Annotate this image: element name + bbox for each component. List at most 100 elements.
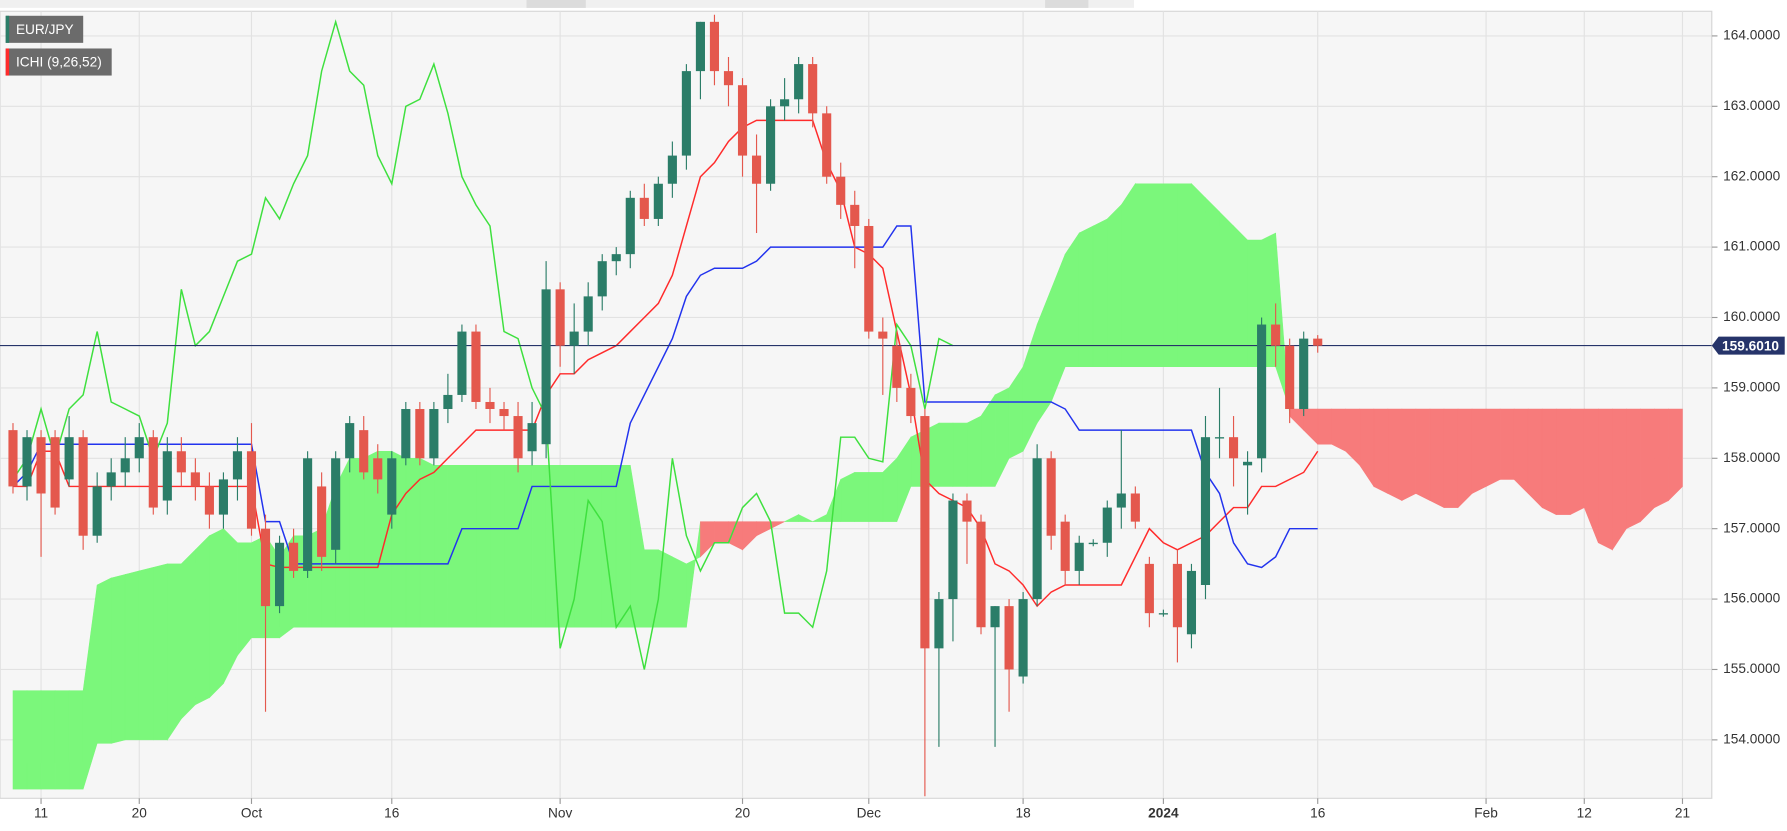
candle-body: [134, 437, 144, 459]
candle-body: [485, 401, 495, 410]
candle-body: [443, 394, 453, 410]
candle-body: [1271, 324, 1281, 346]
cloud-segment: [952, 422, 968, 487]
candle-body: [962, 500, 972, 522]
cloud-segment: [868, 472, 884, 522]
cloud-segment: [1317, 408, 1333, 445]
cloud-segment: [167, 563, 182, 741]
last-price-tag: [1711, 336, 1785, 355]
cloud-segment: [1668, 408, 1683, 502]
x-tick-label: 18: [1016, 806, 1031, 821]
candle-body: [331, 458, 341, 550]
x-tick-label: 12: [1577, 806, 1592, 821]
candle-body: [892, 345, 902, 388]
cloud-segment: [1163, 183, 1178, 368]
cloud-segment: [405, 458, 421, 628]
x-tick-label: Nov: [548, 806, 573, 821]
candle-body: [106, 472, 116, 487]
candle-body: [794, 64, 804, 100]
x-tick-label: 11: [34, 806, 48, 821]
tab-active[interactable]: [1045, 0, 1089, 8]
cloud-segment: [1499, 408, 1515, 480]
y-tick-label: 161.0000: [1723, 239, 1780, 254]
cloud-segment: [1373, 408, 1389, 494]
candle-body: [471, 331, 481, 402]
candle-body: [50, 437, 60, 508]
cloud-segment: [209, 528, 224, 699]
candle-body: [359, 430, 369, 473]
cloud-segment: [1541, 408, 1557, 516]
y-tick-label: 158.0000: [1723, 450, 1780, 465]
cloud-segment: [1485, 408, 1501, 487]
candle-body: [1285, 345, 1295, 410]
cloud-segment: [1121, 182, 1136, 368]
candle-body: [597, 261, 607, 297]
candle-body: [513, 416, 523, 459]
cloud-segment: [587, 465, 603, 628]
y-tick-label: 155.0000: [1723, 661, 1780, 676]
candle-body: [948, 500, 958, 600]
x-tick-label: 21: [1675, 806, 1690, 821]
cloud-segment: [1640, 408, 1655, 523]
candle-body: [864, 225, 874, 332]
candle-body: [1200, 437, 1211, 586]
candle-body: [1102, 507, 1112, 543]
candle-body: [1144, 563, 1154, 614]
candle-body: [934, 599, 944, 649]
cloud-segment: [1598, 408, 1613, 551]
cloud-segment: [489, 465, 505, 628]
candle-body: [1313, 338, 1323, 346]
tab-active[interactable]: [526, 0, 586, 8]
cloud-segment: [1429, 408, 1445, 509]
candle-body: [345, 423, 355, 459]
cloud-segment: [798, 514, 813, 522]
cloud-segment: [1569, 408, 1585, 516]
candle-body: [1018, 599, 1028, 677]
x-tick-label: 20: [132, 806, 148, 821]
x-tick-label: 20: [735, 806, 751, 821]
cloud-segment: [1555, 408, 1571, 515]
candle-body: [317, 486, 327, 557]
candle-body: [246, 451, 257, 529]
y-tick-label: 162.0000: [1723, 168, 1780, 183]
cloud-segment: [1443, 408, 1459, 508]
legend-symbol-box[interactable]: [5, 15, 84, 43]
candle-body: [162, 451, 172, 501]
candle-body: [1214, 437, 1225, 439]
y-tick-label: 157.0000: [1723, 520, 1780, 535]
candle-body: [541, 289, 551, 445]
candle-body: [289, 542, 299, 571]
candle-body: [639, 197, 649, 219]
cloud-segment: [1177, 183, 1192, 368]
candle-body: [1299, 338, 1309, 410]
candle-body: [1116, 493, 1126, 508]
candle-body: [808, 64, 818, 114]
y-tick-label: 156.0000: [1723, 591, 1780, 606]
candle-body: [260, 528, 271, 607]
candle-body: [1172, 563, 1182, 628]
cloud-segment: [938, 422, 954, 487]
cloud-segment: [26, 690, 42, 790]
cloud-segment: [68, 690, 84, 790]
cloud-segment: [1401, 408, 1417, 501]
candle-body: [232, 451, 243, 480]
cloud-segment: [419, 457, 435, 628]
legend-indicator-box[interactable]: [5, 48, 112, 76]
cloud-segment: [966, 415, 982, 487]
candle-body: [836, 176, 846, 205]
candle-body: [92, 486, 102, 536]
cloud-segment: [153, 563, 168, 741]
candle-body: [1088, 542, 1098, 545]
cloud-segment: [658, 549, 673, 628]
tab-strip: [0, 0, 1134, 8]
candle-body: [1243, 461, 1253, 466]
indicator-line: [12, 19, 954, 670]
cloud-segment: [349, 458, 365, 628]
y-tick-label: 154.0000: [1723, 732, 1780, 747]
cloud-segment: [40, 690, 56, 790]
x-tick-label: Feb: [1474, 806, 1498, 821]
candle-body: [457, 331, 467, 395]
cloud-segment: [1331, 408, 1347, 452]
cloud-segment: [1654, 408, 1669, 509]
cloud-segment: [1612, 408, 1627, 551]
